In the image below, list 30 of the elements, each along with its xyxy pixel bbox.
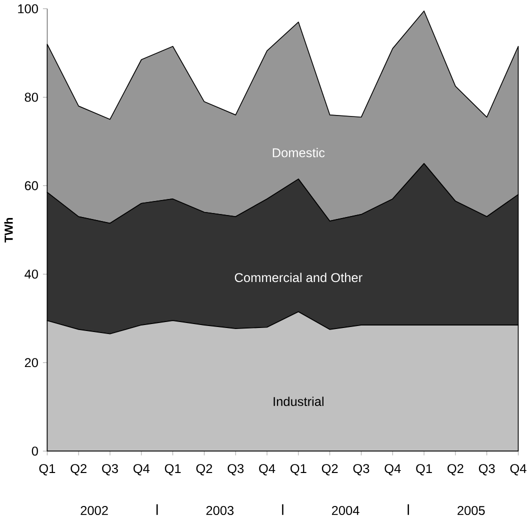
y-tick-label: 0 — [32, 446, 38, 456]
y-tick-label: 60 — [24, 181, 38, 190]
x-tick-label: Q1 — [416, 464, 432, 476]
text: 2005 — [458, 506, 485, 515]
x-tick-label: Q4 — [134, 464, 150, 476]
series-label: Commercial and Other — [234, 272, 362, 282]
y-axis-title: TWh — [4, 218, 13, 242]
x-tick-label: Q4 — [510, 464, 526, 476]
x-tick-label: Q4 — [259, 464, 276, 476]
x-tick-label: Q1 — [164, 464, 181, 476]
x-tick-label: Q1 — [290, 464, 306, 476]
x-tick-label: Q3 — [478, 464, 495, 476]
text: 2002 — [80, 506, 108, 515]
x-tick-label: Q2 — [70, 464, 86, 476]
y-tick-label: 80 — [24, 92, 38, 102]
x-tick-label: Q3 — [228, 464, 244, 476]
text: 2003 — [206, 506, 234, 515]
x-tick-label: Q3 — [102, 464, 118, 476]
x-tick-label: Q2 — [322, 464, 338, 476]
x-tick-label: Q2 — [196, 464, 212, 476]
series-label: Domestic — [272, 148, 325, 158]
text: 2004 — [332, 506, 360, 515]
x-tick-label: Q2 — [448, 464, 464, 476]
x-tick-label: Q1 — [39, 464, 56, 476]
y-tick-label: 40 — [24, 270, 38, 279]
x-tick-label: Q4 — [384, 464, 401, 476]
y-tick-label: 100 — [18, 4, 38, 14]
y-tick-label: 20 — [24, 358, 38, 368]
series-label: Industrial — [274, 396, 324, 406]
x-tick-label: Q3 — [353, 464, 370, 476]
